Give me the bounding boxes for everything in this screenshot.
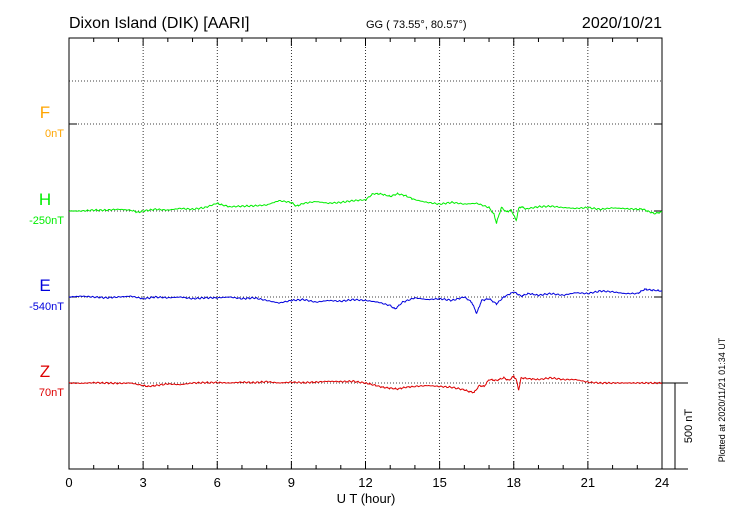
x-tick-label: 21 <box>581 475 595 490</box>
series-baseline-e: -540nT <box>29 301 64 313</box>
x-tick-label: 6 <box>214 475 221 490</box>
series-line-h <box>68 192 663 224</box>
series-name-e: E <box>39 276 50 295</box>
series-name-f: F <box>40 103 50 122</box>
x-ticks-layer: 0 3 6 9 12 15 18 21 24 <box>65 38 669 490</box>
series-layer <box>68 192 663 394</box>
x-tick-label: 24 <box>655 475 669 490</box>
coordinates-label: GG ( 73.55°, 80.57°) <box>366 19 467 31</box>
x-tick-label: 9 <box>288 475 295 490</box>
series-labels-layer: F 0nT H -250nT E -540nT Z 70nT <box>29 103 64 399</box>
series-line-e <box>68 288 662 315</box>
series-name-h: H <box>39 190 51 209</box>
series-baseline-h: -250nT <box>29 215 64 227</box>
series-line-z <box>68 374 663 394</box>
x-tick-label: 15 <box>432 475 446 490</box>
series-baseline-f: 0nT <box>45 128 64 140</box>
scale-bar-label: 500 nT <box>683 409 695 444</box>
station-title: Dixon Island (DIK) [AARI] <box>69 15 250 32</box>
plotted-timestamp: Plotted at 2020/11/21 01:34 UT <box>717 337 727 462</box>
scale-bar: 500 nT <box>662 382 695 470</box>
x-tick-label: 0 <box>65 475 72 490</box>
date-label: 2020/10/21 <box>582 15 662 32</box>
x-tick-label: 18 <box>507 475 521 490</box>
x-tick-label: 3 <box>140 475 147 490</box>
x-tick-label: 12 <box>358 475 372 490</box>
x-axis-label: U T (hour) <box>337 491 396 506</box>
series-baseline-z: 70nT <box>39 387 64 399</box>
series-name-z: Z <box>40 362 50 381</box>
grid-layer <box>69 38 662 469</box>
